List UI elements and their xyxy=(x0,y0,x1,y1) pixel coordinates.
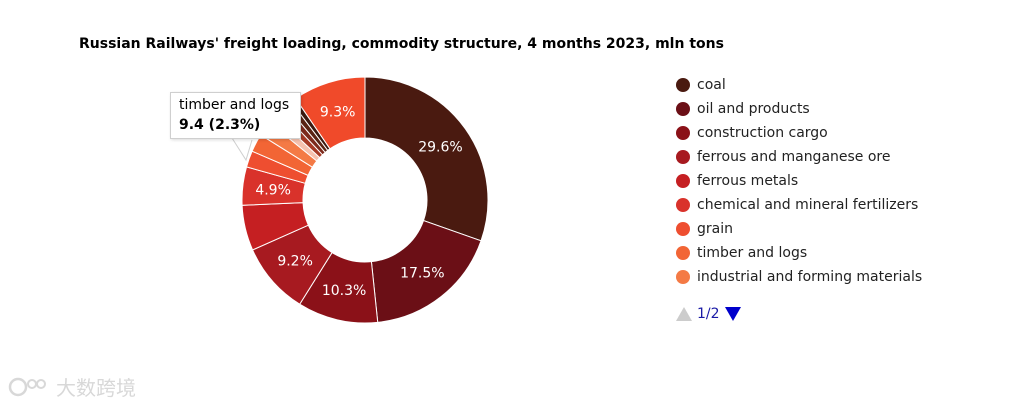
legend-item[interactable]: coal xyxy=(676,73,922,97)
legend-label: timber and logs xyxy=(697,245,808,261)
tooltip: timber and logs 9.4 (2.3%) xyxy=(170,92,301,139)
legend-label: ferrous and manganese ore xyxy=(697,149,891,165)
pager-down-icon[interactable] xyxy=(724,307,741,321)
legend-label: oil and products xyxy=(697,101,810,117)
tooltip-name: timber and logs xyxy=(179,97,290,113)
legend-label: industrial and forming materials xyxy=(697,269,923,285)
slice-label: 29.6% xyxy=(418,140,462,156)
legend-swatch xyxy=(676,198,690,212)
legend-item[interactable]: ferrous and manganese ore xyxy=(676,145,922,169)
legend-item[interactable]: timber and logs xyxy=(676,241,922,265)
watermark: 大数跨境 xyxy=(8,372,136,401)
legend-swatch xyxy=(676,126,690,140)
legend-item[interactable]: construction cargo xyxy=(676,121,922,145)
slice-label: 10.3% xyxy=(322,283,366,299)
donut-slice[interactable] xyxy=(370,219,482,323)
legend-label: construction cargo xyxy=(697,125,828,141)
chart-title: Russian Railways' freight loading, commo… xyxy=(79,36,724,52)
legend-item[interactable]: industrial and forming materials xyxy=(676,265,922,289)
legend-swatch xyxy=(676,222,690,236)
donut-slice[interactable] xyxy=(294,76,366,150)
legend-item[interactable]: grain xyxy=(676,217,922,241)
pager-text: 1/2 xyxy=(697,306,720,322)
legend-swatch xyxy=(676,78,690,92)
chart-legend: coal oil and products construction cargo fe… xyxy=(676,73,922,289)
legend-swatch xyxy=(676,270,690,284)
legend-swatch xyxy=(676,246,690,260)
tooltip-value: 9.4 (2.3%) xyxy=(179,117,261,133)
legend-swatch xyxy=(676,150,690,164)
legend-swatch xyxy=(676,102,690,116)
legend-item[interactable]: oil and products xyxy=(676,97,922,121)
legend-item[interactable]: ferrous metals xyxy=(676,169,922,193)
legend-label: chemical and mineral fertilizers xyxy=(697,197,919,213)
legend-pager: 1/2 xyxy=(676,306,741,322)
legend-label: coal xyxy=(697,77,726,93)
legend-item[interactable]: chemical and mineral fertilizers xyxy=(676,193,922,217)
pager-up-icon[interactable] xyxy=(676,307,692,321)
slice-label: 4.9% xyxy=(255,182,291,198)
watermark-text: 大数跨境 xyxy=(56,376,136,400)
slice-label: 9.3% xyxy=(320,105,356,121)
donut-slice[interactable] xyxy=(364,76,489,242)
slice-label: 17.5% xyxy=(400,266,444,282)
slice-label: 9.2% xyxy=(277,254,313,270)
legend-swatch xyxy=(676,174,690,188)
watermark-logo-icon xyxy=(8,377,46,396)
legend-label: ferrous metals xyxy=(697,173,799,189)
legend-label: grain xyxy=(697,221,733,237)
tooltip-pointer xyxy=(231,137,253,162)
